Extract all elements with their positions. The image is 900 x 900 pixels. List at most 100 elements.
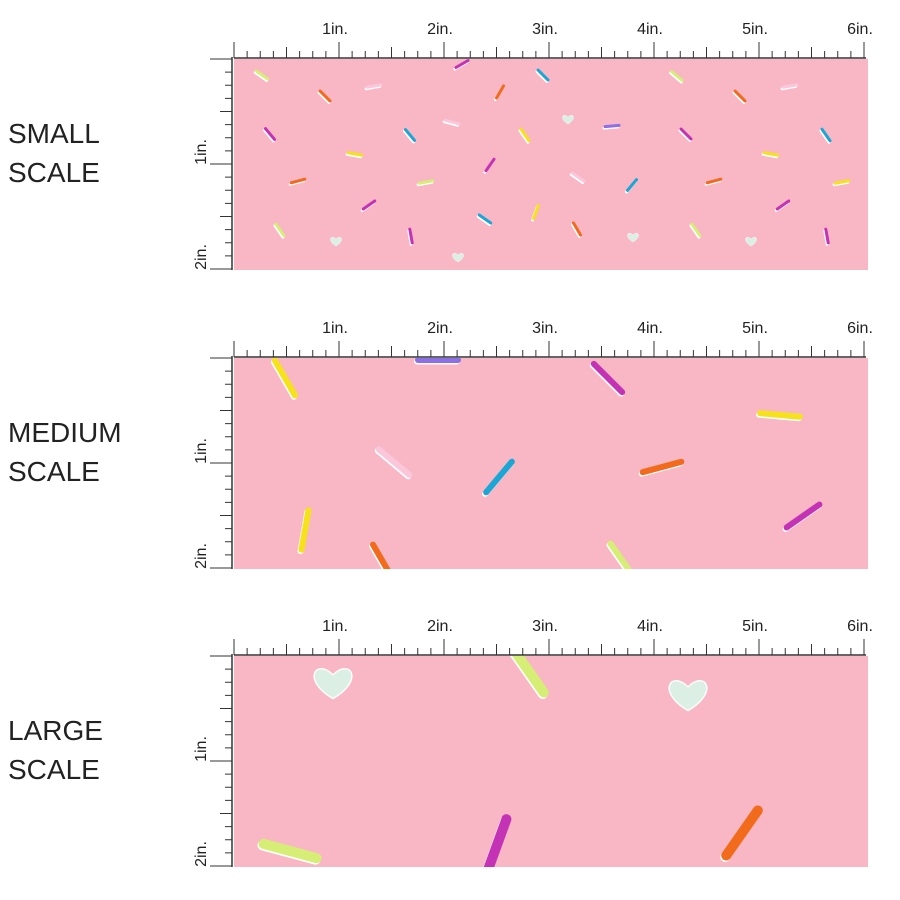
sprinkle — [570, 171, 586, 183]
ruler-label: 5in. — [742, 320, 768, 337]
heart — [562, 115, 574, 125]
scale-panel: LARGE SCALE 1in. 2in. 3in. 4in. 5in. 6in. 1in. 2i… — [8, 618, 873, 867]
sprinkle — [318, 89, 332, 103]
sprinkle — [519, 127, 531, 143]
sprinkle — [536, 68, 550, 82]
sprinkle — [833, 179, 851, 185]
sprinkle-highlight — [669, 71, 683, 84]
heart — [330, 237, 342, 247]
ruler-label: 4in. — [637, 618, 663, 635]
heart — [313, 668, 353, 700]
sprinkle — [365, 83, 383, 89]
sprinkle-highlight — [403, 129, 415, 144]
sprinkle — [679, 127, 693, 141]
pattern — [253, 59, 851, 263]
ruler-label: 6in. — [847, 21, 873, 38]
heart — [745, 237, 757, 247]
sprinkle-highlight — [678, 129, 692, 142]
sprinkle — [733, 89, 747, 103]
sprinkle — [289, 177, 307, 185]
scale-label: SCALE — [8, 456, 100, 487]
sprinkle — [775, 199, 791, 211]
sprinkle — [408, 227, 414, 245]
sprinkle — [370, 541, 391, 569]
sprinkle — [495, 84, 505, 100]
fabric-swatch — [234, 59, 868, 270]
sprinkle — [483, 458, 515, 496]
fabric-swatch — [234, 358, 868, 569]
sprinkle-highlight — [518, 129, 530, 144]
sprinkle-highlight — [535, 70, 549, 83]
sprinkle — [824, 227, 830, 245]
sprinkle-highlight — [571, 222, 581, 239]
sprinkle-highlight — [732, 91, 746, 104]
heart — [668, 680, 708, 712]
sprinkle-highlight — [761, 152, 779, 159]
scale-panel: SMALL SCALE 1in. 2in. 3in. 4in. 5in. 6in. 1in. 2i… — [8, 21, 873, 270]
sprinkle — [607, 540, 632, 569]
heart — [627, 233, 639, 243]
ruler-label: 5in. — [742, 21, 768, 38]
scale-label: MEDIUM — [8, 417, 122, 448]
ruler-label: 2in. — [427, 21, 453, 38]
ruler-label: 5in. — [742, 618, 768, 635]
ruler-label: 2in. — [427, 320, 453, 337]
sprinkle — [603, 123, 621, 129]
sprinkle-highlight — [345, 152, 363, 159]
ruler-label: 3in. — [532, 618, 558, 635]
sprinkle — [298, 507, 312, 553]
scale-label: SCALE — [8, 754, 100, 785]
scale-label: SMALL — [8, 118, 100, 149]
ruler-label: 2in. — [193, 543, 210, 569]
sprinkle — [670, 70, 684, 82]
sprinkle-highlight — [317, 91, 331, 104]
sprinkle — [477, 213, 493, 225]
ruler-label: 1in. — [322, 618, 348, 635]
heart — [452, 253, 464, 263]
sprinkle — [346, 151, 364, 157]
sprinkle — [639, 458, 685, 476]
sprinkle — [762, 151, 780, 157]
ruler-label: 1in. — [193, 736, 210, 762]
pattern — [257, 656, 763, 867]
scale-label: LARGE — [8, 715, 103, 746]
sprinkle — [705, 177, 723, 185]
sprinkle — [532, 203, 540, 221]
sprinkle — [590, 360, 626, 396]
sprinkle — [781, 83, 799, 89]
sprinkle — [404, 128, 416, 142]
sprinkle — [454, 59, 470, 69]
sprinkle — [820, 127, 832, 143]
sprinkle — [254, 69, 270, 81]
sprinkle — [572, 221, 582, 237]
sprinkle — [757, 410, 803, 420]
sprinkle-highlight — [689, 224, 701, 239]
sprinkle-highlight — [569, 172, 585, 185]
ruler-label: 1in. — [193, 139, 210, 165]
sprinkle-highlight — [442, 120, 460, 127]
sprinkle — [484, 157, 496, 173]
sprinkle — [690, 222, 702, 238]
sprinkle — [375, 446, 413, 478]
sprinkle-highlight — [263, 128, 275, 143]
sprinkle — [443, 118, 461, 126]
sprinkle-highlight — [253, 70, 269, 83]
sprinkle — [417, 179, 435, 185]
sprinkle — [361, 199, 377, 211]
sprinkle-highlight — [819, 129, 831, 144]
sprinkle — [264, 127, 276, 141]
sprinkle — [272, 358, 298, 399]
sprinkle — [258, 838, 322, 864]
ruler-label: 6in. — [847, 320, 873, 337]
ruler-label: 1in. — [322, 21, 348, 38]
ruler-label: 6in. — [847, 618, 873, 635]
sprinkle-highlight — [273, 224, 285, 239]
ruler-label: 1in. — [193, 438, 210, 464]
ruler-label: 3in. — [532, 21, 558, 38]
ruler-label: 4in. — [637, 21, 663, 38]
sprinkle — [512, 656, 549, 698]
ruler-label: 4in. — [637, 320, 663, 337]
ruler-label: 3in. — [532, 320, 558, 337]
sprinkle — [274, 222, 286, 238]
